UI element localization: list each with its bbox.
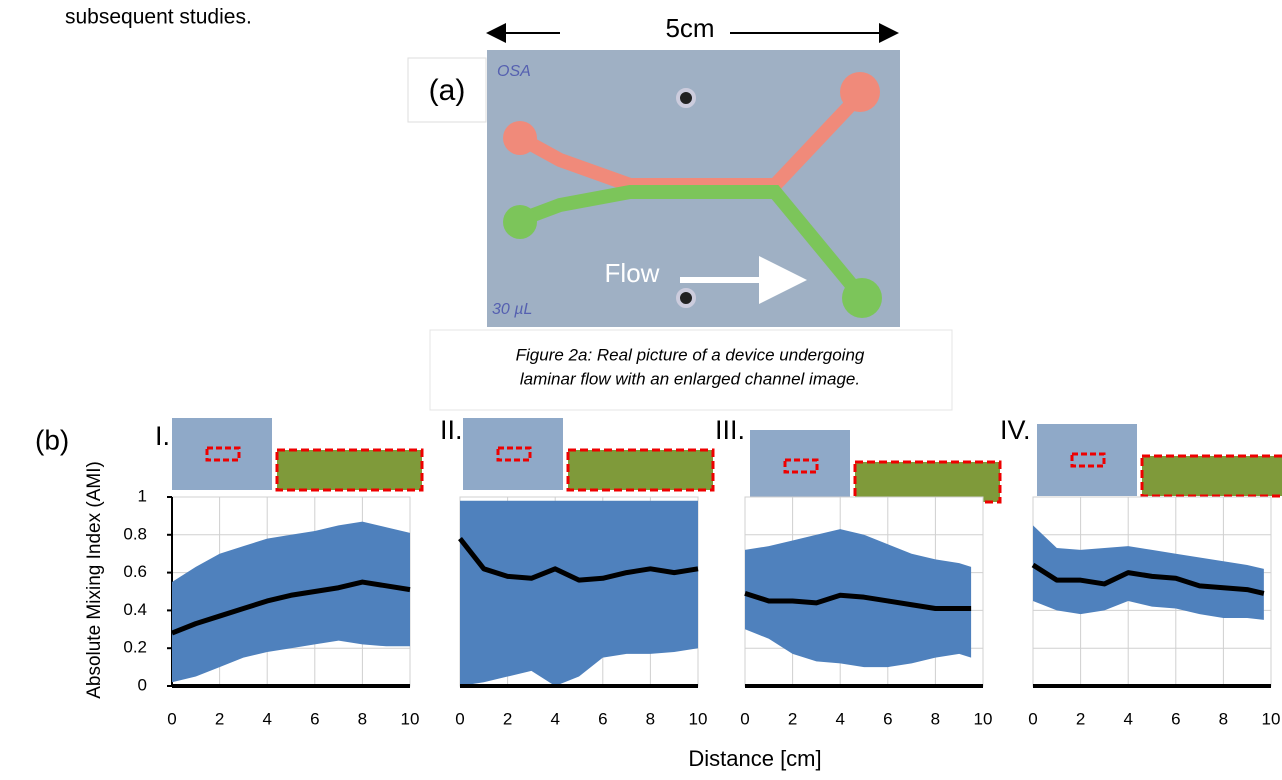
x-tick-label: 10: [974, 709, 993, 728]
caption-line: Figure 2a: Real picture of a device unde…: [516, 345, 865, 364]
handwriting: 30 µL: [492, 301, 532, 318]
x-tick-label: 0: [455, 709, 464, 728]
x-tick-label: 2: [503, 709, 512, 728]
chart-title: III.: [715, 415, 745, 445]
panel-label: (a): [429, 74, 466, 107]
channels: [503, 72, 882, 318]
x-tick-label: 4: [835, 709, 844, 728]
channel-zoom: [853, 460, 1002, 504]
caption-box: [429, 329, 953, 411]
x-tick-label: 6: [598, 709, 607, 728]
x-tick-label: 4: [550, 709, 559, 728]
y-tick-label: 0.2: [123, 638, 147, 657]
channel-zoom: [566, 448, 715, 492]
y-axis-label: Absolute Mixing Index (AMI): [84, 461, 105, 699]
x-tick-label: 4: [1123, 709, 1132, 728]
x-tick-label: 8: [358, 709, 367, 728]
x-tick-label: 6: [883, 709, 892, 728]
x-tick-label: 2: [215, 709, 224, 728]
y-tick-label: 0.6: [123, 562, 147, 581]
label-box: [407, 57, 487, 123]
x-tick-label: 8: [931, 709, 940, 728]
mean-line: [171, 579, 411, 636]
x-tick-label: 6: [310, 709, 319, 728]
mean-line: [1031, 562, 1265, 596]
device-thumbnail: [463, 418, 563, 490]
chart-title: IV.: [1000, 415, 1031, 445]
x-tick-label: 2: [788, 709, 797, 728]
std-band: [1033, 525, 1264, 620]
x-tick-label: 10: [1262, 709, 1281, 728]
mean-line: [744, 591, 972, 612]
body-text: subsequent studies.: [65, 6, 252, 29]
x-tick-label: 0: [167, 709, 176, 728]
x-tick-label: 4: [262, 709, 271, 728]
x-tick-label: 8: [646, 709, 655, 728]
y-tick-label: 0.8: [123, 524, 147, 543]
x-tick-label: 0: [740, 709, 749, 728]
channel-zoom: [275, 448, 424, 492]
caption-line: laminar flow with an enlarged channel im…: [520, 369, 860, 388]
zoom-box: [205, 446, 241, 462]
y-tick-label: 1: [138, 486, 147, 505]
zoom-box: [496, 446, 532, 462]
x-tick-label: 8: [1219, 709, 1228, 728]
y-tick-label: 0.4: [123, 600, 147, 619]
std-band: [172, 521, 410, 683]
flow-label: Flow: [605, 258, 660, 288]
x-tick-label: 2: [1076, 709, 1085, 728]
zoom-box: [783, 458, 819, 474]
y-tick-label: 0: [138, 675, 147, 694]
chart-title: II.: [440, 415, 463, 445]
x-tick-label: 10: [401, 709, 420, 728]
device-thumbnail: [750, 430, 850, 502]
x-tick-label: 10: [689, 709, 708, 728]
x-tick-label: 6: [1171, 709, 1180, 728]
zoom-box: [1070, 452, 1106, 468]
x-axis-label: Distance [cm]: [688, 746, 821, 771]
chart-title: I.: [155, 421, 170, 451]
scale-label: 5cm: [665, 13, 714, 43]
std-band: [460, 500, 698, 686]
device-thumbnail: [172, 418, 272, 490]
mean-line: [458, 537, 699, 583]
panel-label: (b): [35, 424, 69, 455]
x-tick-label: 0: [1028, 709, 1037, 728]
channel-zoom: [1140, 454, 1282, 498]
handwriting: OSA: [497, 63, 531, 80]
device-thumbnail: [1037, 424, 1137, 496]
